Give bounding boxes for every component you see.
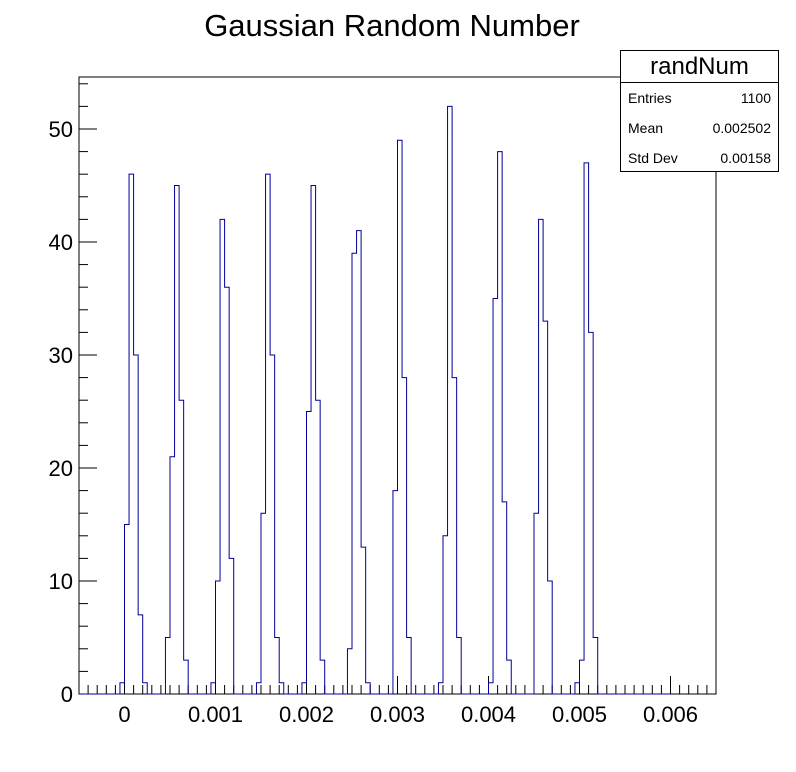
- stats-value: 0.002502: [712, 120, 771, 136]
- y-tick-label: 30: [49, 343, 73, 368]
- y-axis-tick-labels: 0 10 20 30 40 50: [49, 117, 73, 707]
- stats-value: 1100: [740, 90, 771, 106]
- y-tick-label: 20: [49, 456, 73, 481]
- stats-label: Mean: [628, 120, 664, 136]
- x-tick-label: 0.001: [188, 702, 243, 727]
- x-tick-label: 0.005: [552, 702, 607, 727]
- stats-label: Entries: [628, 90, 672, 106]
- x-axis-tick-labels: 0 0.001 0.002 0.003 0.004 0.005 0.006: [118, 702, 698, 727]
- y-tick-label: 40: [49, 230, 73, 255]
- stats-label: Std Dev: [628, 150, 678, 166]
- stats-box-title: randNum: [621, 51, 778, 83]
- y-tick-label: 50: [49, 117, 73, 142]
- histogram-series: [79, 105, 671, 695]
- y-axis-ticks: [79, 83, 97, 695]
- stats-value: 0.00158: [720, 150, 771, 166]
- x-tick-label: 0.006: [643, 702, 698, 727]
- x-tick-label: 0: [118, 702, 130, 727]
- stats-row-mean: Mean 0.002502: [621, 113, 778, 143]
- stats-row-entries: Entries 1100: [621, 83, 778, 113]
- stats-box: randNum Entries 1100 Mean 0.002502 Std D…: [620, 50, 779, 172]
- y-tick-label: 0: [61, 682, 73, 707]
- x-tick-label: 0.004: [461, 702, 516, 727]
- x-tick-label: 0.003: [370, 702, 425, 727]
- stats-row-stddev: Std Dev 0.00158: [621, 143, 778, 173]
- x-axis-ticks: [78, 676, 717, 694]
- x-tick-label: 0.002: [279, 702, 334, 727]
- y-tick-label: 10: [49, 569, 73, 594]
- chart-title: Gaussian Random Number: [204, 8, 580, 43]
